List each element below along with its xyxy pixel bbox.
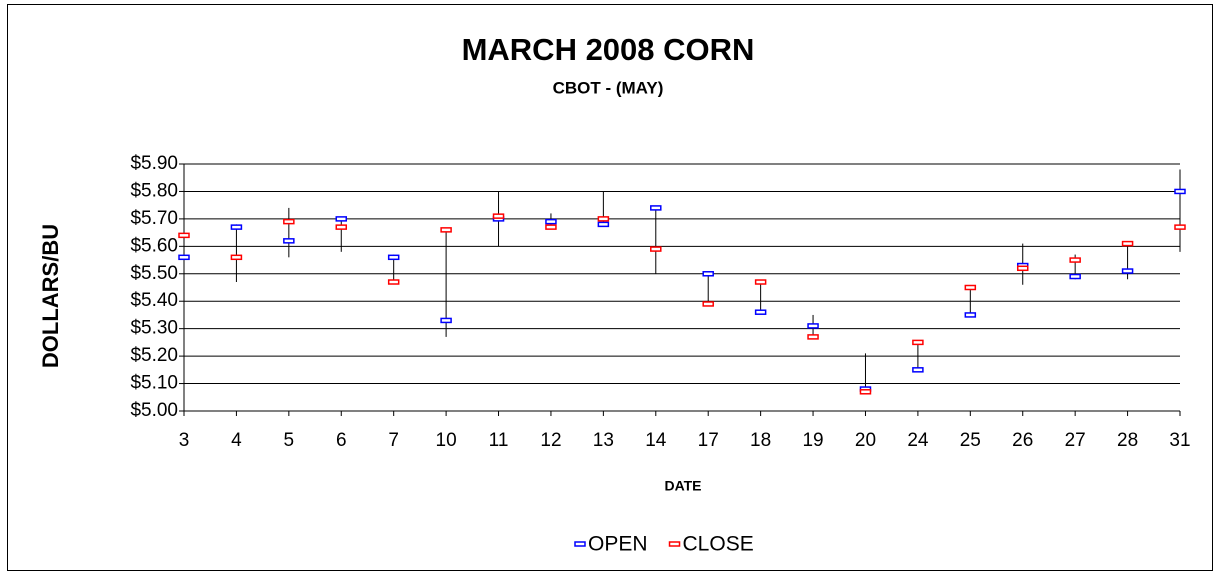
price-marker — [650, 246, 662, 252]
price-marker — [702, 271, 714, 277]
x-tick-label: 31 — [1169, 430, 1190, 451]
price-marker — [545, 218, 557, 225]
price-marker — [1016, 265, 1029, 272]
x-tick-label: 3 — [179, 430, 190, 451]
price-marker — [964, 284, 977, 291]
x-tick-label: 12 — [540, 430, 561, 451]
price-marker — [597, 221, 610, 228]
y-tick-label: $5.90 — [130, 153, 178, 174]
price-marker — [912, 367, 924, 373]
x-tick-label: 19 — [802, 430, 823, 451]
x-tick-label: 4 — [231, 430, 242, 451]
price-marker — [230, 254, 243, 261]
y-tick-label: $5.70 — [130, 208, 178, 229]
x-tick-label: 24 — [907, 430, 929, 451]
price-marker — [387, 279, 400, 285]
price-marker — [859, 389, 872, 395]
y-tick-label: $5.40 — [130, 290, 178, 311]
legend-label: CLOSE — [683, 533, 754, 556]
price-marker — [754, 279, 767, 285]
price-marker — [440, 227, 452, 233]
chart-frame — [7, 4, 1213, 571]
price-marker — [492, 213, 505, 219]
price-marker — [597, 216, 610, 222]
y-tick-label: $5.00 — [130, 400, 178, 421]
y-tick-label: $5.80 — [130, 180, 178, 201]
x-tick-label: 5 — [284, 430, 295, 451]
price-marker — [702, 301, 714, 307]
x-tick-label: 6 — [336, 430, 347, 451]
y-tick-label: $5.10 — [130, 373, 178, 394]
y-axis-label: DOLLARS/BU — [38, 224, 63, 368]
x-tick-label: 13 — [593, 430, 614, 451]
x-tick-label: 14 — [645, 430, 667, 451]
price-marker — [283, 218, 295, 225]
x-tick-label: 28 — [1117, 430, 1138, 451]
price-marker — [230, 224, 243, 230]
x-tick-label: 17 — [698, 430, 719, 451]
x-tick-label: 25 — [960, 430, 981, 451]
y-tick-label: $5.60 — [130, 235, 178, 256]
price-marker — [178, 232, 190, 239]
price-marker — [1069, 273, 1081, 280]
x-tick-label: 27 — [1065, 430, 1086, 451]
price-marker — [440, 317, 452, 324]
price-marker — [650, 205, 662, 211]
price-marker — [1174, 188, 1186, 195]
price-marker — [283, 238, 295, 244]
price-marker — [387, 254, 400, 261]
legend-label: OPEN — [588, 533, 648, 556]
price-marker — [1174, 224, 1186, 230]
price-marker — [807, 323, 819, 329]
price-marker — [1121, 240, 1134, 247]
x-tick-label: 10 — [436, 430, 457, 451]
x-tick-label: 18 — [750, 430, 771, 451]
x-tick-label: 26 — [1012, 430, 1033, 451]
price-marker — [1069, 257, 1081, 263]
legend-marker — [574, 541, 586, 547]
price-marker — [912, 339, 924, 346]
x-tick-label: 20 — [855, 430, 876, 451]
price-marker — [807, 334, 819, 340]
y-tick-label: $5.20 — [130, 345, 178, 366]
price-marker — [545, 224, 557, 230]
price-marker — [964, 312, 977, 318]
legend-marker — [668, 541, 681, 547]
chart-subtitle: CBOT - (MAY) — [553, 78, 664, 97]
x-tick-label: 7 — [388, 430, 399, 451]
y-tick-label: $5.50 — [130, 263, 178, 284]
price-marker — [335, 216, 348, 222]
price-marker — [754, 309, 767, 315]
price-marker — [1121, 268, 1134, 274]
x-axis-label: DATE — [664, 478, 701, 494]
price-marker — [335, 224, 348, 230]
chart-title: MARCH 2008 CORN — [462, 32, 755, 67]
x-tick-label: 11 — [489, 430, 509, 451]
price-marker — [178, 254, 190, 261]
y-tick-label: $5.30 — [130, 318, 178, 339]
